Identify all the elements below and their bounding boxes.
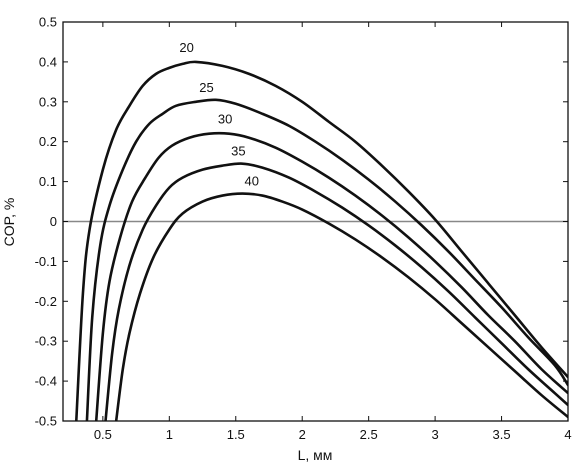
y-tick-label: -0.3: [35, 334, 57, 349]
x-tick-label: 4: [564, 427, 571, 442]
x-tick-label: 1.5: [227, 427, 245, 442]
plot-area: 20 25 30 35 40: [63, 40, 568, 421]
y-tick-label: -0.1: [35, 254, 57, 269]
curve-label-30: 30: [218, 112, 232, 127]
y-tick-label: 0: [50, 214, 57, 229]
series-line-20: [74, 60, 568, 421]
curve-label-40: 40: [244, 174, 258, 189]
series-curves: [74, 60, 568, 421]
x-tick-label: 2: [299, 427, 306, 442]
y-tick-label: -0.2: [35, 294, 57, 309]
x-tick-label: 3.5: [493, 427, 511, 442]
y-tick-label: 0.5: [39, 15, 57, 30]
y-tick-label: 0.4: [39, 54, 57, 69]
x-tick-label: 3: [431, 427, 438, 442]
series-line-40: [114, 192, 568, 421]
series-line-30: [94, 131, 568, 421]
x-tick-label: 2.5: [360, 427, 378, 442]
x-tick-label: 0.5: [94, 427, 112, 442]
series-line-35: [104, 162, 568, 421]
y-tick-label: 0.2: [39, 134, 57, 149]
curve-label-25: 25: [199, 80, 213, 95]
y-tick-label: -0.5: [35, 414, 57, 429]
curve-label-35: 35: [231, 144, 245, 159]
axes: 0.5 1 1.5 2 2.5 3 3.5 4 0.5 0.4 0.3 0.2 0.1 0 -0.1 -0.2…: [35, 15, 572, 443]
y-tick-label: -0.4: [35, 374, 57, 389]
x-tick-label: 1: [166, 427, 173, 442]
y-tick-label: 0.3: [39, 94, 57, 109]
curve-label-20: 20: [179, 40, 193, 55]
y-axis-label: COP, %: [1, 198, 17, 247]
series-line-25: [85, 98, 568, 421]
y-tick-label: 0.1: [39, 174, 57, 189]
x-axis-label: L, мм: [298, 447, 333, 463]
